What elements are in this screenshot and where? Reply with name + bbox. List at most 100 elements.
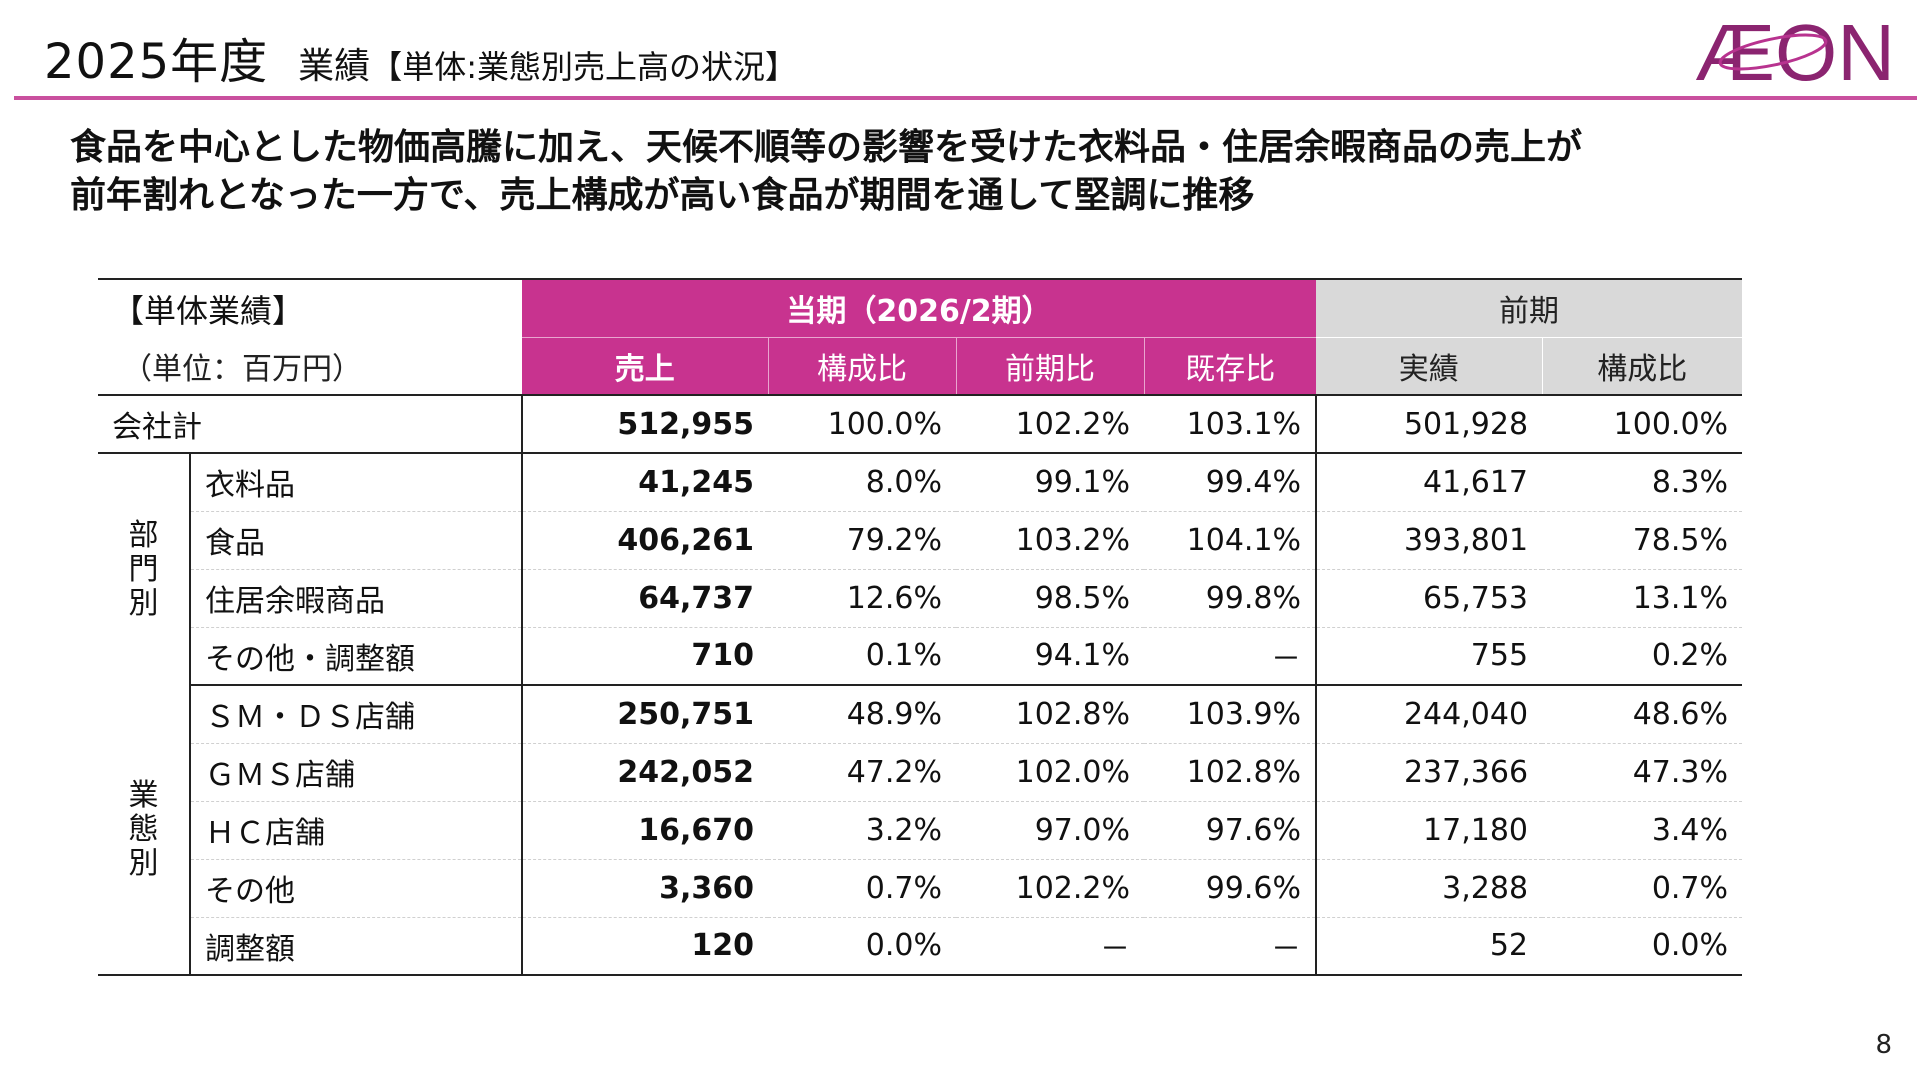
total-label: 会社計 [98, 395, 524, 454]
table-row: ＧＭＳ店舗 242,052 47.2% 102.0% 102.8% 237,36… [98, 743, 1743, 802]
current-period-header: 当期（2026/2期） [522, 278, 1317, 337]
table-row: ＨＣ店舗 16,670 3.2% 97.0% 97.6% 17,180 3.4% [98, 801, 1743, 860]
row-label: その他・調整額 [190, 627, 524, 686]
cell-prior-actual: 393,801 [1316, 511, 1543, 570]
title-rule [14, 96, 1917, 100]
performance-table: 【単体業績】 当期（2026/2期） 前期 （単位：百万円） 売上 構成比 前期… [98, 278, 1743, 976]
cell-prior-share: 48.6% [1542, 685, 1743, 744]
cell-prior-actual: 41,617 [1316, 453, 1543, 512]
cell-yoy: 97.0% [956, 801, 1145, 860]
row-label: 住居余暇商品 [190, 569, 524, 628]
corner-title: 【単体業績】 [98, 278, 523, 337]
cell-share: 12.6% [768, 569, 957, 628]
table-row: その他・調整額 710 0.1% 94.1% － 755 0.2% [98, 627, 1743, 686]
cell-same-store: 99.8% [1144, 569, 1318, 628]
header-row-2: （単位：百万円） 売上 構成比 前期比 既存比 実績 構成比 [98, 336, 1743, 396]
group-label-format: 業 態 別 [98, 685, 191, 976]
cell-yoy: － [956, 917, 1145, 976]
cell-share: 8.0% [768, 453, 957, 512]
cell-same-store: 102.8% [1144, 743, 1318, 802]
cell-sales: 64,737 [522, 569, 769, 628]
cell-share: 0.7% [768, 859, 957, 918]
cell-prior-actual: 3,288 [1316, 859, 1543, 918]
cell-prior-actual: 237,366 [1316, 743, 1543, 802]
cell-same-store: 97.6% [1144, 801, 1318, 860]
cell-yoy: 102.8% [956, 685, 1145, 744]
title-subject: 業績【単体:業態別売上高の状況】 [298, 37, 797, 89]
row-label: 衣料品 [190, 453, 524, 512]
cell-yoy: 102.2% [956, 859, 1145, 918]
cell-share: 0.0% [768, 917, 957, 976]
total-prior-share: 100.0% [1542, 395, 1743, 454]
cell-share: 3.2% [768, 801, 957, 860]
total-prior-actual: 501,928 [1316, 395, 1543, 454]
headline-line-1: 食品を中心とした物価高騰に加え、天候不順等の影響を受けた衣料品・住居余暇商品の売… [70, 127, 1583, 168]
aeon-logo: ÆON [1695, 14, 1895, 90]
cell-prior-share: 0.2% [1542, 627, 1743, 686]
group-label-char: 業 [128, 777, 159, 813]
cell-sales: 3,360 [522, 859, 769, 918]
row-label: 調整額 [190, 917, 524, 976]
row-label: ＳＭ・ＤＳ店舗 [190, 685, 524, 744]
cell-prior-actual: 52 [1316, 917, 1543, 976]
col-prior-share: 構成比 [1542, 336, 1743, 396]
prior-period-header: 前期 [1316, 278, 1743, 337]
cell-same-store: 99.6% [1144, 859, 1318, 918]
cell-prior-share: 47.3% [1542, 743, 1743, 802]
table-row: 業 態 別 ＳＭ・ＤＳ店舗 250,751 48.9% 102.8% 103.9… [98, 685, 1743, 976]
table-row: 住居余暇商品 64,737 12.6% 98.5% 99.8% 65,753 1… [98, 569, 1743, 628]
page-number: 8 [1875, 1030, 1892, 1060]
cell-prior-actual: 65,753 [1316, 569, 1543, 628]
title-sub-bracket: 【単体:業態別売上高の状況】 [370, 48, 797, 86]
page-title: 2025年度 業績【単体:業態別売上高の状況】 [44, 22, 797, 90]
col-sales: 売上 [522, 336, 769, 396]
table-row: 部 門 別 衣料品 41,245 8.0% 99.1% 99.4% 41,617… [98, 453, 1743, 685]
group-label-char: 門 [128, 551, 159, 587]
total-row: 会社計 512,955 100.0% 102.2% 103.1% 501,928… [98, 395, 1743, 454]
header-row-1: 【単体業績】 当期（2026/2期） 前期 [98, 278, 1743, 337]
headline-line-2: 前年割れとなった一方で、売上構成が高い食品が期間を通して堅調に推移 [70, 175, 1255, 216]
cell-prior-actual: 244,040 [1316, 685, 1543, 744]
unit-label: （単位：百万円） [98, 337, 523, 396]
aeon-logo-text: ÆON [1695, 14, 1895, 90]
cell-yoy: 94.1% [956, 627, 1145, 686]
total-same-store: 103.1% [1144, 395, 1318, 454]
cell-yoy: 103.2% [956, 511, 1145, 570]
row-label: その他 [190, 859, 524, 918]
title-year: 2025年度 [44, 34, 269, 90]
cell-sales: 710 [522, 627, 769, 686]
group-label-char: 態 [128, 811, 159, 847]
cell-prior-share: 8.3% [1542, 453, 1743, 512]
headline: 食品を中心とした物価高騰に加え、天候不順等の影響を受けた衣料品・住居余暇商品の売… [70, 124, 1582, 220]
group-label-department: 部 門 別 [98, 453, 191, 685]
group-label-char: 部 [128, 517, 159, 553]
cell-prior-actual: 755 [1316, 627, 1543, 686]
row-label: 食品 [190, 511, 524, 570]
cell-share: 0.1% [768, 627, 957, 686]
cell-same-store: 103.9% [1144, 685, 1318, 744]
col-prior-actual: 実績 [1316, 336, 1543, 396]
cell-sales: 250,751 [522, 685, 769, 744]
col-yoy: 前期比 [956, 336, 1145, 396]
cell-sales: 242,052 [522, 743, 769, 802]
group-label-char: 別 [128, 845, 159, 881]
cell-same-store: 99.4% [1144, 453, 1318, 512]
row-label: ＨＣ店舗 [190, 801, 524, 860]
cell-share: 79.2% [768, 511, 957, 570]
col-share: 構成比 [768, 336, 957, 396]
total-share: 100.0% [768, 395, 957, 454]
row-label: ＧＭＳ店舗 [190, 743, 524, 802]
cell-yoy: 99.1% [956, 453, 1145, 512]
cell-prior-share: 0.0% [1542, 917, 1743, 976]
cell-prior-actual: 17,180 [1316, 801, 1543, 860]
cell-share: 47.2% [768, 743, 957, 802]
cell-prior-share: 13.1% [1542, 569, 1743, 628]
cell-prior-share: 3.4% [1542, 801, 1743, 860]
title-sub-main: 業績 [298, 46, 371, 87]
table-row: 調整額 120 0.0% － － 52 0.0% [98, 917, 1743, 976]
cell-sales: 406,261 [522, 511, 769, 570]
total-yoy: 102.2% [956, 395, 1145, 454]
cell-share: 48.9% [768, 685, 957, 744]
cell-same-store: － [1144, 917, 1318, 976]
cell-same-store: 104.1% [1144, 511, 1318, 570]
